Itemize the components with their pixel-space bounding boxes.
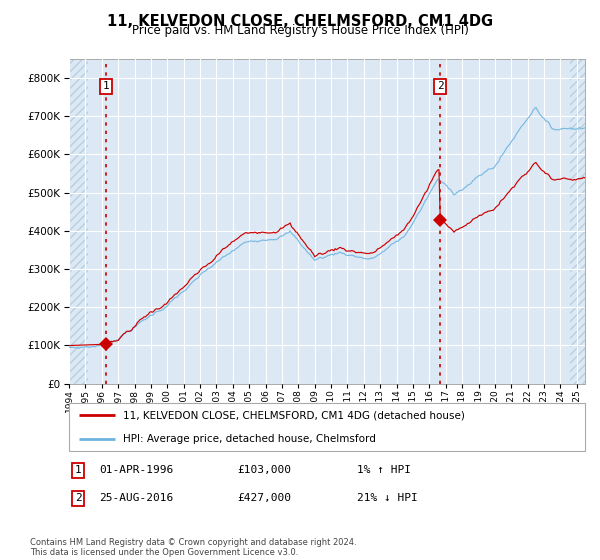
Text: 2: 2	[74, 493, 82, 503]
Text: £427,000: £427,000	[237, 493, 291, 503]
Text: 21% ↓ HPI: 21% ↓ HPI	[357, 493, 418, 503]
Text: 1: 1	[74, 465, 82, 475]
Text: £103,000: £103,000	[237, 465, 291, 475]
Text: 11, KELVEDON CLOSE, CHELMSFORD, CM1 4DG (detached house): 11, KELVEDON CLOSE, CHELMSFORD, CM1 4DG …	[123, 410, 465, 420]
Text: 1% ↑ HPI: 1% ↑ HPI	[357, 465, 411, 475]
Text: Price paid vs. HM Land Registry's House Price Index (HPI): Price paid vs. HM Land Registry's House …	[131, 24, 469, 37]
Text: 1: 1	[103, 81, 109, 91]
FancyBboxPatch shape	[69, 403, 585, 451]
Text: 01-APR-1996: 01-APR-1996	[99, 465, 173, 475]
Text: 11, KELVEDON CLOSE, CHELMSFORD, CM1 4DG: 11, KELVEDON CLOSE, CHELMSFORD, CM1 4DG	[107, 14, 493, 29]
Text: Contains HM Land Registry data © Crown copyright and database right 2024.
This d: Contains HM Land Registry data © Crown c…	[30, 538, 356, 557]
Text: 25-AUG-2016: 25-AUG-2016	[99, 493, 173, 503]
Text: HPI: Average price, detached house, Chelmsford: HPI: Average price, detached house, Chel…	[123, 434, 376, 444]
Text: 2: 2	[437, 81, 443, 91]
